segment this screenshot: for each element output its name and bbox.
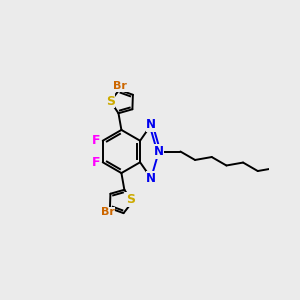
Text: Br: Br [113, 81, 127, 91]
Text: Br: Br [101, 207, 115, 217]
Text: S: S [106, 95, 115, 108]
Text: N: N [154, 145, 164, 158]
Text: N: N [146, 172, 156, 184]
Text: N: N [146, 118, 156, 131]
Text: F: F [92, 156, 101, 169]
Text: S: S [126, 193, 135, 206]
Text: F: F [92, 134, 101, 147]
